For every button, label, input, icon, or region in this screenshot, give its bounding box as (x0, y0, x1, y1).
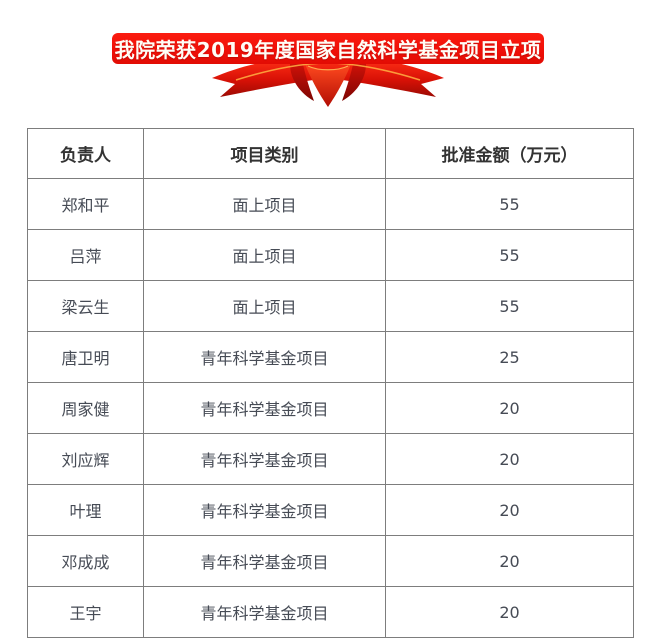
table-row: 刘应辉 青年科学基金项目 20 (27, 433, 634, 485)
table-cell: 20 (385, 433, 634, 485)
table-row: 唐卫明 青年科学基金项目 25 (27, 331, 634, 383)
table-cell: 55 (385, 178, 634, 230)
table-header-approved-amount: 批准金额（万元） (385, 128, 634, 179)
table-cell: 面上项目 (143, 229, 386, 281)
table-cell: 刘应辉 (27, 433, 144, 485)
table-cell: 郑和平 (27, 178, 144, 230)
table-cell: 青年科学基金项目 (143, 331, 386, 383)
ribbon-icon (208, 56, 448, 112)
table-cell: 20 (385, 484, 634, 536)
table-cell: 唐卫明 (27, 331, 144, 383)
table-row: 吕萍 面上项目 55 (27, 229, 634, 281)
table-cell: 青年科学基金项目 (143, 433, 386, 485)
table-cell: 周家健 (27, 382, 144, 434)
table-cell: 20 (385, 535, 634, 587)
table-cell: 55 (385, 280, 634, 332)
table-body: 郑和平 面上项目 55 吕萍 面上项目 55 梁云生 面上项目 55 唐卫明 青年科学基金项目 25 周… (27, 178, 634, 638)
table-row: 郑和平 面上项目 55 (27, 178, 634, 230)
table-row: 周家健 青年科学基金项目 20 (27, 382, 634, 434)
table-cell: 25 (385, 331, 634, 383)
table-row: 梁云生 面上项目 55 (27, 280, 634, 332)
table-cell: 叶理 (27, 484, 144, 536)
table-cell: 面上项目 (143, 280, 386, 332)
table-head: 负责人 项目类别 批准金额（万元） (27, 128, 634, 179)
table-row: 邓成成 青年科学基金项目 20 (27, 535, 634, 587)
table-cell: 王宇 (27, 586, 144, 638)
table-cell: 邓成成 (27, 535, 144, 587)
table-header-row: 负责人 项目类别 批准金额（万元） (27, 128, 634, 179)
table-header-responsible-person: 负责人 (27, 128, 144, 179)
table-row: 叶理 青年科学基金项目 20 (27, 484, 634, 536)
table-cell: 青年科学基金项目 (143, 484, 386, 536)
table-cell: 青年科学基金项目 (143, 586, 386, 638)
table-row: 王宇 青年科学基金项目 20 (27, 586, 634, 638)
table-cell: 20 (385, 382, 634, 434)
title-banner: 我院荣获2019年度国家自然科学基金项目立项 (112, 33, 544, 64)
table-cell: 吕萍 (27, 229, 144, 281)
table-cell: 面上项目 (143, 178, 386, 230)
table-cell: 20 (385, 586, 634, 638)
table-cell: 梁云生 (27, 280, 144, 332)
table-cell: 青年科学基金项目 (143, 382, 386, 434)
table-cell: 55 (385, 229, 634, 281)
table-header-project-category: 项目类别 (143, 128, 386, 179)
table-cell: 青年科学基金项目 (143, 535, 386, 587)
funding-table: 负责人 项目类别 批准金额（万元） 郑和平 面上项目 55 吕萍 面上项目 55 梁云生 面上… (27, 128, 634, 638)
banner-title: 我院荣获2019年度国家自然科学基金项目立项 (114, 38, 542, 62)
